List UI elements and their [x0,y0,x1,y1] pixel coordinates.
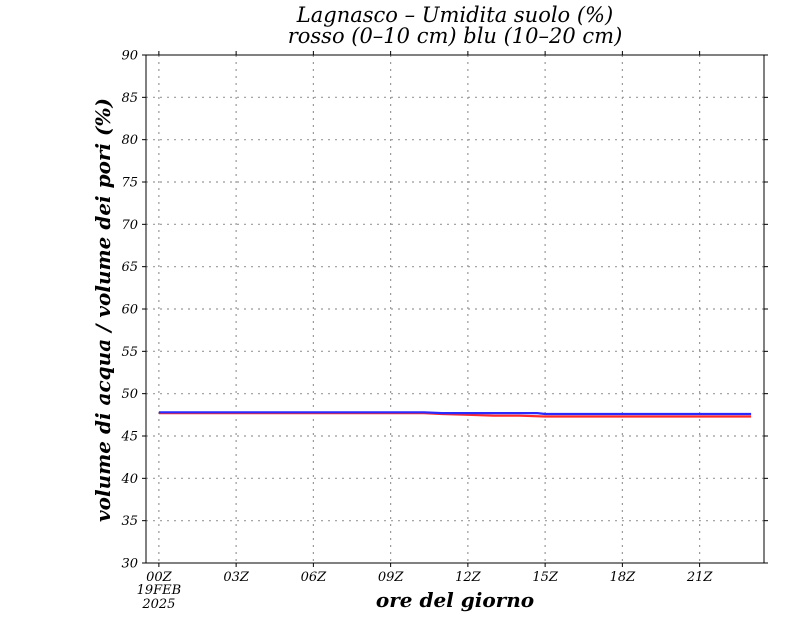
y-axis-label: volume di acqua / volume dei pori (%) [91,98,115,522]
chart-subtitle: rosso (0–10 cm) blu (10–20 cm) [288,24,623,48]
x-tick-label: 00Z [146,570,173,585]
y-tick-label: 55 [121,345,138,360]
x-tick-label: 09Z [378,570,405,585]
date-label-day: 19FEB [137,583,182,598]
x-tick-label: 21Z [686,570,714,585]
y-tick-label: 35 [121,514,138,529]
x-tick-label: 15Z [532,570,559,585]
series-group [158,411,752,418]
x-tick-label: 06Z [301,570,328,585]
y-tick-label: 30 [121,557,138,572]
date-label-year: 2025 [141,597,175,612]
series-line [158,411,752,416]
y-tick-label: 60 [121,303,138,318]
axis-ticks: 30 35 40 45 50 55 60 65 70 75 80 85 90 00Z 03Z 06Z 09Z 12… [120,49,768,585]
grid-lines [146,55,764,563]
x-tick-label: 03Z [223,570,250,585]
x-tick-label: 12Z [455,570,482,585]
x-axis-label: ore del giorno [376,588,534,612]
y-tick-label: 90 [121,49,138,64]
y-tick-label: 75 [121,176,138,191]
y-tick-label: 50 [121,387,138,402]
chart-title: Lagnasco – Umidita suolo (%) [296,3,613,27]
y-tick-label: 45 [120,430,138,445]
y-tick-label: 80 [121,133,138,148]
x-tick-label: 18Z [610,570,637,585]
y-tick-label: 85 [121,91,138,106]
y-tick-label: 70 [121,218,138,233]
y-tick-label: 65 [121,260,138,275]
y-tick-label: 40 [120,472,138,487]
